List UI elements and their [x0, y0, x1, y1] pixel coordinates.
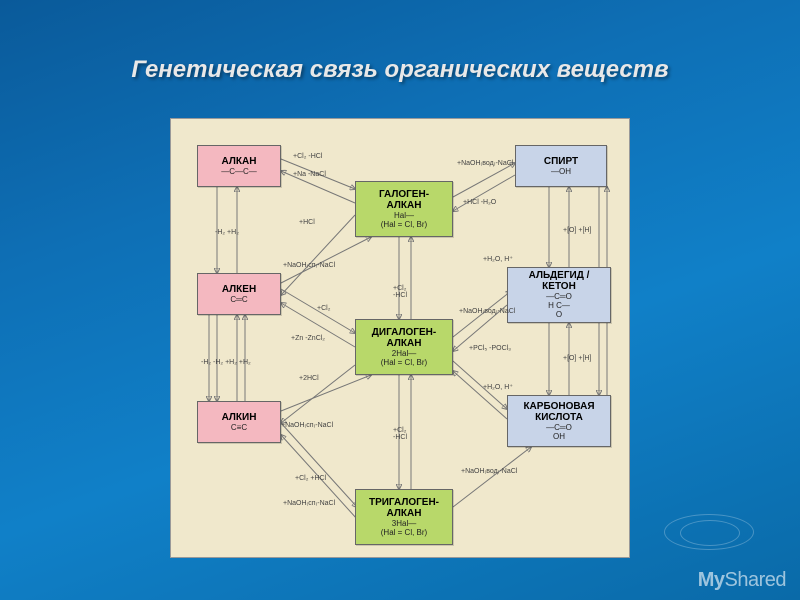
edge-label: +2HCl	[299, 375, 319, 382]
edge-label: +Cl₂ -HCl	[393, 427, 407, 441]
node-sublabel: —OH	[551, 168, 571, 177]
edge-label: -H₂ -H₂ +H₂ +H₂	[201, 359, 251, 366]
edge-label: +NaOH₍вод₎-NaCl	[459, 307, 515, 315]
edge-label: +HCl	[299, 219, 315, 226]
edge-label: +Cl₂ -HCl	[293, 153, 322, 160]
node-ald: АЛЬДЕГИД / КЕТОН—C═O H C— O	[507, 267, 611, 323]
edge-label: +Cl₂ +HCl	[295, 475, 326, 482]
edge-label: +NaOH₍сп₎-NaCl	[283, 499, 335, 507]
edge-label: +HCl -H₂O	[463, 199, 496, 206]
watermark: MyShared	[698, 569, 786, 592]
node-halo1: ГАЛОГЕН- АЛКАНHal— (Hal = Cl, Br)	[355, 181, 453, 237]
edge-label: +NaOH₍сп₎-NaCl	[283, 261, 335, 269]
node-label: КАРБОНОВАЯ КИСЛОТА	[523, 401, 594, 423]
node-label: АЛКАН	[222, 156, 257, 167]
edge-label: +NaOH₍вод₎-NaCl	[461, 467, 517, 475]
node-alken: АЛКЕНC═C	[197, 273, 281, 315]
watermark-my: My	[698, 569, 725, 591]
page-title: Генетическая связь органических веществ	[0, 56, 800, 84]
edge-label: +Na -NaCl	[293, 171, 326, 178]
edge-label: +PCl₅ -POCl₃	[469, 345, 511, 352]
node-sublabel: C═C	[230, 296, 247, 305]
edge-label: +[O] +[H]	[563, 355, 591, 362]
edge-label: +Cl₂	[317, 305, 330, 312]
edge-label: +H₂O, H⁺	[483, 383, 513, 391]
node-label: ГАЛОГЕН- АЛКАН	[379, 189, 429, 211]
node-acid: КАРБОНОВАЯ КИСЛОТА—C═O OH	[507, 395, 611, 447]
node-alkan: АЛКАН—C—C—	[197, 145, 281, 187]
edge-label: -H₂ +H₂	[215, 229, 239, 236]
node-label: АЛКЕН	[222, 284, 256, 295]
edge-label: +[O] +[H]	[563, 227, 591, 234]
node-sublabel: —C═O OH	[546, 424, 572, 442]
edge-label: +NaOH₍сп₎-NaCl	[281, 421, 333, 429]
node-sublabel: —C—C—	[221, 168, 257, 177]
node-sublabel: C≡C	[231, 424, 247, 433]
node-halo2: ДИГАЛОГЕН- АЛКАН2Hal— (Hal = Cl, Br)	[355, 319, 453, 375]
edge-label: +NaOH₍вод₎-NaCl	[457, 159, 513, 167]
decorative-ripple	[664, 514, 754, 550]
watermark-shared: Shared	[725, 569, 787, 591]
node-sublabel: 2Hal— (Hal = Cl, Br)	[381, 350, 427, 368]
node-label: АЛЬДЕГИД / КЕТОН	[529, 270, 590, 292]
node-alkin: АЛКИНC≡C	[197, 401, 281, 443]
node-label: ТРИГАЛОГЕН- АЛКАН	[369, 497, 439, 519]
node-label: ДИГАЛОГЕН- АЛКАН	[372, 327, 436, 349]
node-sublabel: 3Hal— (Hal = Cl, Br)	[381, 520, 427, 538]
node-halo3: ТРИГАЛОГЕН- АЛКАН3Hal— (Hal = Cl, Br)	[355, 489, 453, 545]
diagram-canvas: АЛКАН—C—C— АЛКЕНC═C АЛКИНC≡C ГАЛОГЕН- АЛКАН…	[170, 118, 630, 558]
node-label: СПИРТ	[544, 156, 578, 167]
node-spirt: СПИРТ—OH	[515, 145, 607, 187]
edge-label: +Zn -ZnCl₂	[291, 335, 325, 342]
node-sublabel: Hal— (Hal = Cl, Br)	[381, 212, 427, 230]
node-sublabel: —C═O H C— O	[546, 293, 572, 319]
edge-label: +H₂O, H⁺	[483, 255, 513, 263]
edge-label: +Cl₂ -HCl	[393, 285, 407, 299]
node-label: АЛКИН	[222, 412, 257, 423]
